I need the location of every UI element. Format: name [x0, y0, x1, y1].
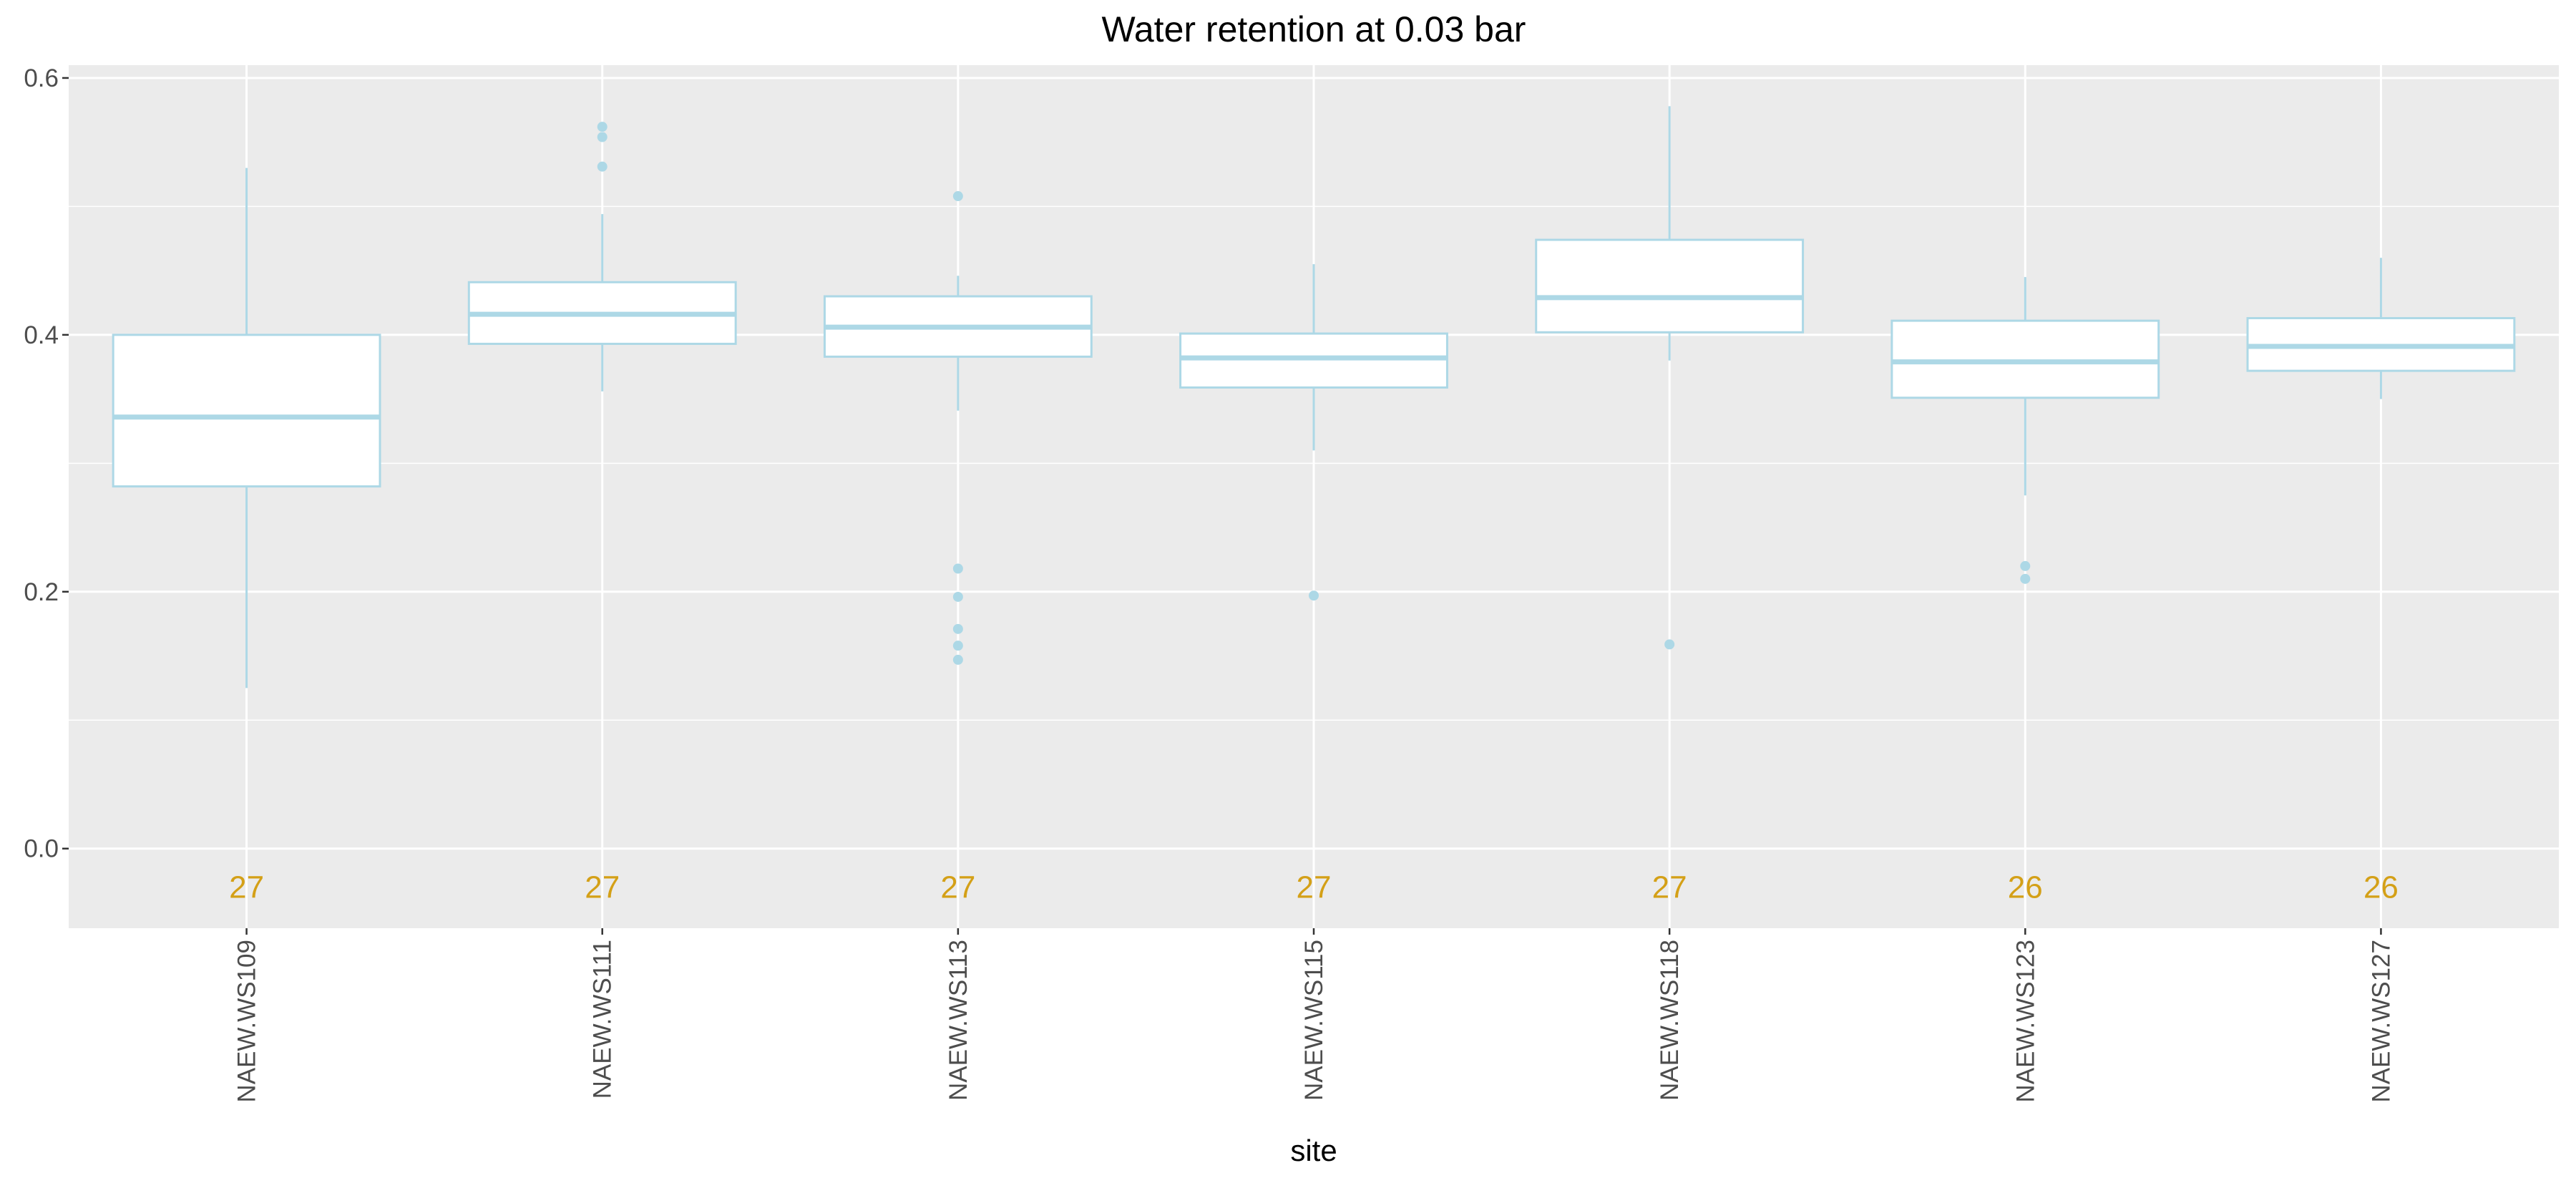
box-naew-ws109	[112, 167, 381, 688]
box-series	[112, 106, 2516, 688]
outlier-point	[952, 641, 963, 651]
box-iqr	[1890, 319, 2160, 399]
count-label: 27	[940, 870, 975, 905]
x-tick-label: NAEW.WS127	[2367, 940, 2395, 1103]
outlier-point	[952, 623, 963, 634]
outlier-point	[597, 132, 608, 142]
outlier-point	[597, 161, 608, 172]
box-iqr	[1535, 238, 1805, 334]
count-label: 27	[229, 870, 264, 905]
outlier-point	[1664, 639, 1675, 650]
y-tick-label: 0.4	[24, 321, 59, 349]
count-label: 27	[1297, 870, 1332, 905]
outlier-point	[2020, 560, 2031, 571]
x-tick-label: NAEW.WS123	[2011, 940, 2039, 1103]
count-label: 26	[2363, 870, 2399, 905]
outlier-point	[952, 563, 963, 574]
box-naew-ws113	[823, 191, 1093, 665]
count-labels: 27 27 27 27 27 26 26	[229, 870, 2399, 905]
x-axis: NAEW.WS109 NAEW.WS111 NAEW.WS113 NAEW.WS115…	[233, 928, 2395, 1103]
count-label: 26	[2008, 870, 2043, 905]
y-tick-label: 0.6	[24, 64, 59, 92]
x-axis-title: site	[1290, 1134, 1337, 1167]
box-iqr	[112, 334, 381, 488]
outlier-point	[952, 591, 963, 602]
count-label: 27	[1652, 870, 1687, 905]
count-label: 27	[585, 870, 620, 905]
box-naew-ws118	[1535, 106, 1805, 650]
y-tick-label: 0.0	[24, 835, 59, 863]
y-tick-label: 0.2	[24, 578, 59, 606]
chart-title: Water retention at 0.03 bar	[1102, 9, 1526, 49]
x-tick-label: NAEW.WS111	[589, 940, 617, 1099]
x-tick-label: NAEW.WS109	[233, 940, 261, 1103]
box-naew-ws127	[2246, 258, 2516, 399]
outlier-point	[2020, 573, 2031, 584]
outlier-point	[597, 122, 608, 132]
outlier-point	[952, 191, 963, 202]
outlier-point	[1309, 590, 1319, 601]
x-tick-label: NAEW.WS118	[1656, 940, 1684, 1101]
box-naew-ws115	[1179, 264, 1448, 601]
x-tick-label: NAEW.WS113	[945, 940, 972, 1101]
box-naew-ws111	[467, 122, 737, 391]
x-tick-label: NAEW.WS115	[1300, 940, 1328, 1101]
box-iqr	[1179, 332, 1448, 389]
box-naew-ws123	[1890, 277, 2160, 584]
y-axis: 0.0 0.2 0.4 0.6	[24, 64, 69, 863]
outlier-point	[952, 654, 963, 665]
